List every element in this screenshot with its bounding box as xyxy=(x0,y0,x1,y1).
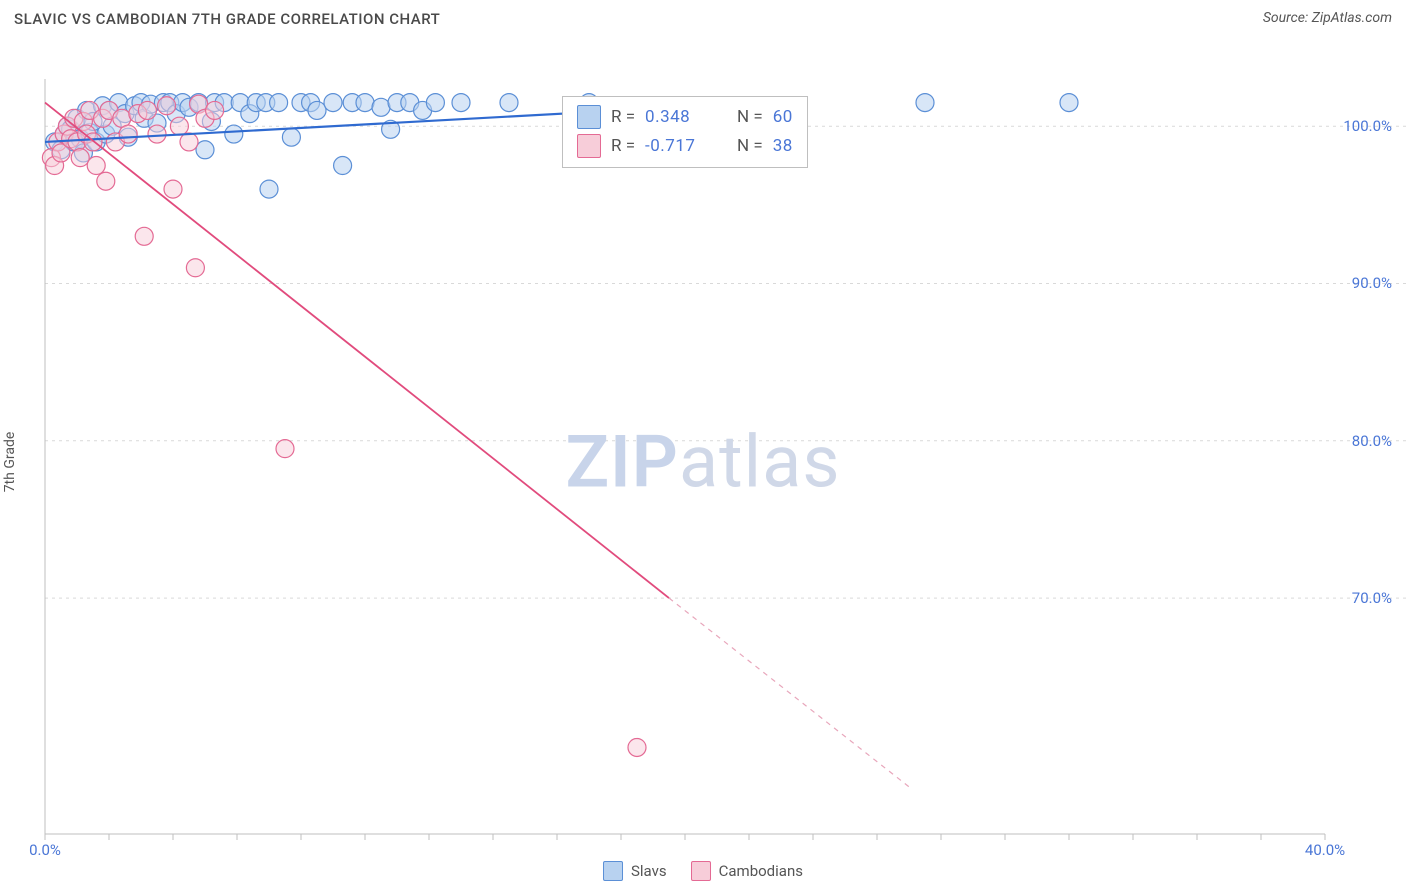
y-tick-label: 70.0% xyxy=(1352,589,1392,607)
x-tick-label: 40.0% xyxy=(1305,841,1345,859)
source-label: Source: ZipAtlas.com xyxy=(1263,10,1392,28)
y-tick-label: 100.0% xyxy=(1343,117,1392,135)
series-swatch xyxy=(577,134,601,158)
legend-item: Cambodians xyxy=(691,861,803,881)
legend-item: Slavs xyxy=(603,861,667,881)
legend-label: Slavs xyxy=(631,862,667,880)
series-swatch xyxy=(577,105,601,129)
legend-swatch xyxy=(603,861,623,881)
stats-legend-box: R = 0.348N = 60R = -0.717N = 38 xyxy=(562,96,808,168)
legend: Slavs Cambodians xyxy=(603,861,803,881)
chart-area: 7th Grade ZIPatlas 70.0%80.0%90.0%100.0%… xyxy=(0,34,1406,889)
stats-row: R = -0.717N = 38 xyxy=(577,132,793,161)
y-tick-label: 90.0% xyxy=(1352,274,1392,292)
header: SLAVIC VS CAMBODIAN 7TH GRADE CORRELATIO… xyxy=(0,0,1406,34)
legend-swatch xyxy=(691,861,711,881)
x-tick-label: 0.0% xyxy=(29,841,61,859)
y-tick-label: 80.0% xyxy=(1352,432,1392,450)
chart-title: SLAVIC VS CAMBODIAN 7TH GRADE CORRELATIO… xyxy=(14,10,440,28)
stats-row: R = 0.348N = 60 xyxy=(577,103,793,132)
legend-label: Cambodians xyxy=(719,862,803,880)
